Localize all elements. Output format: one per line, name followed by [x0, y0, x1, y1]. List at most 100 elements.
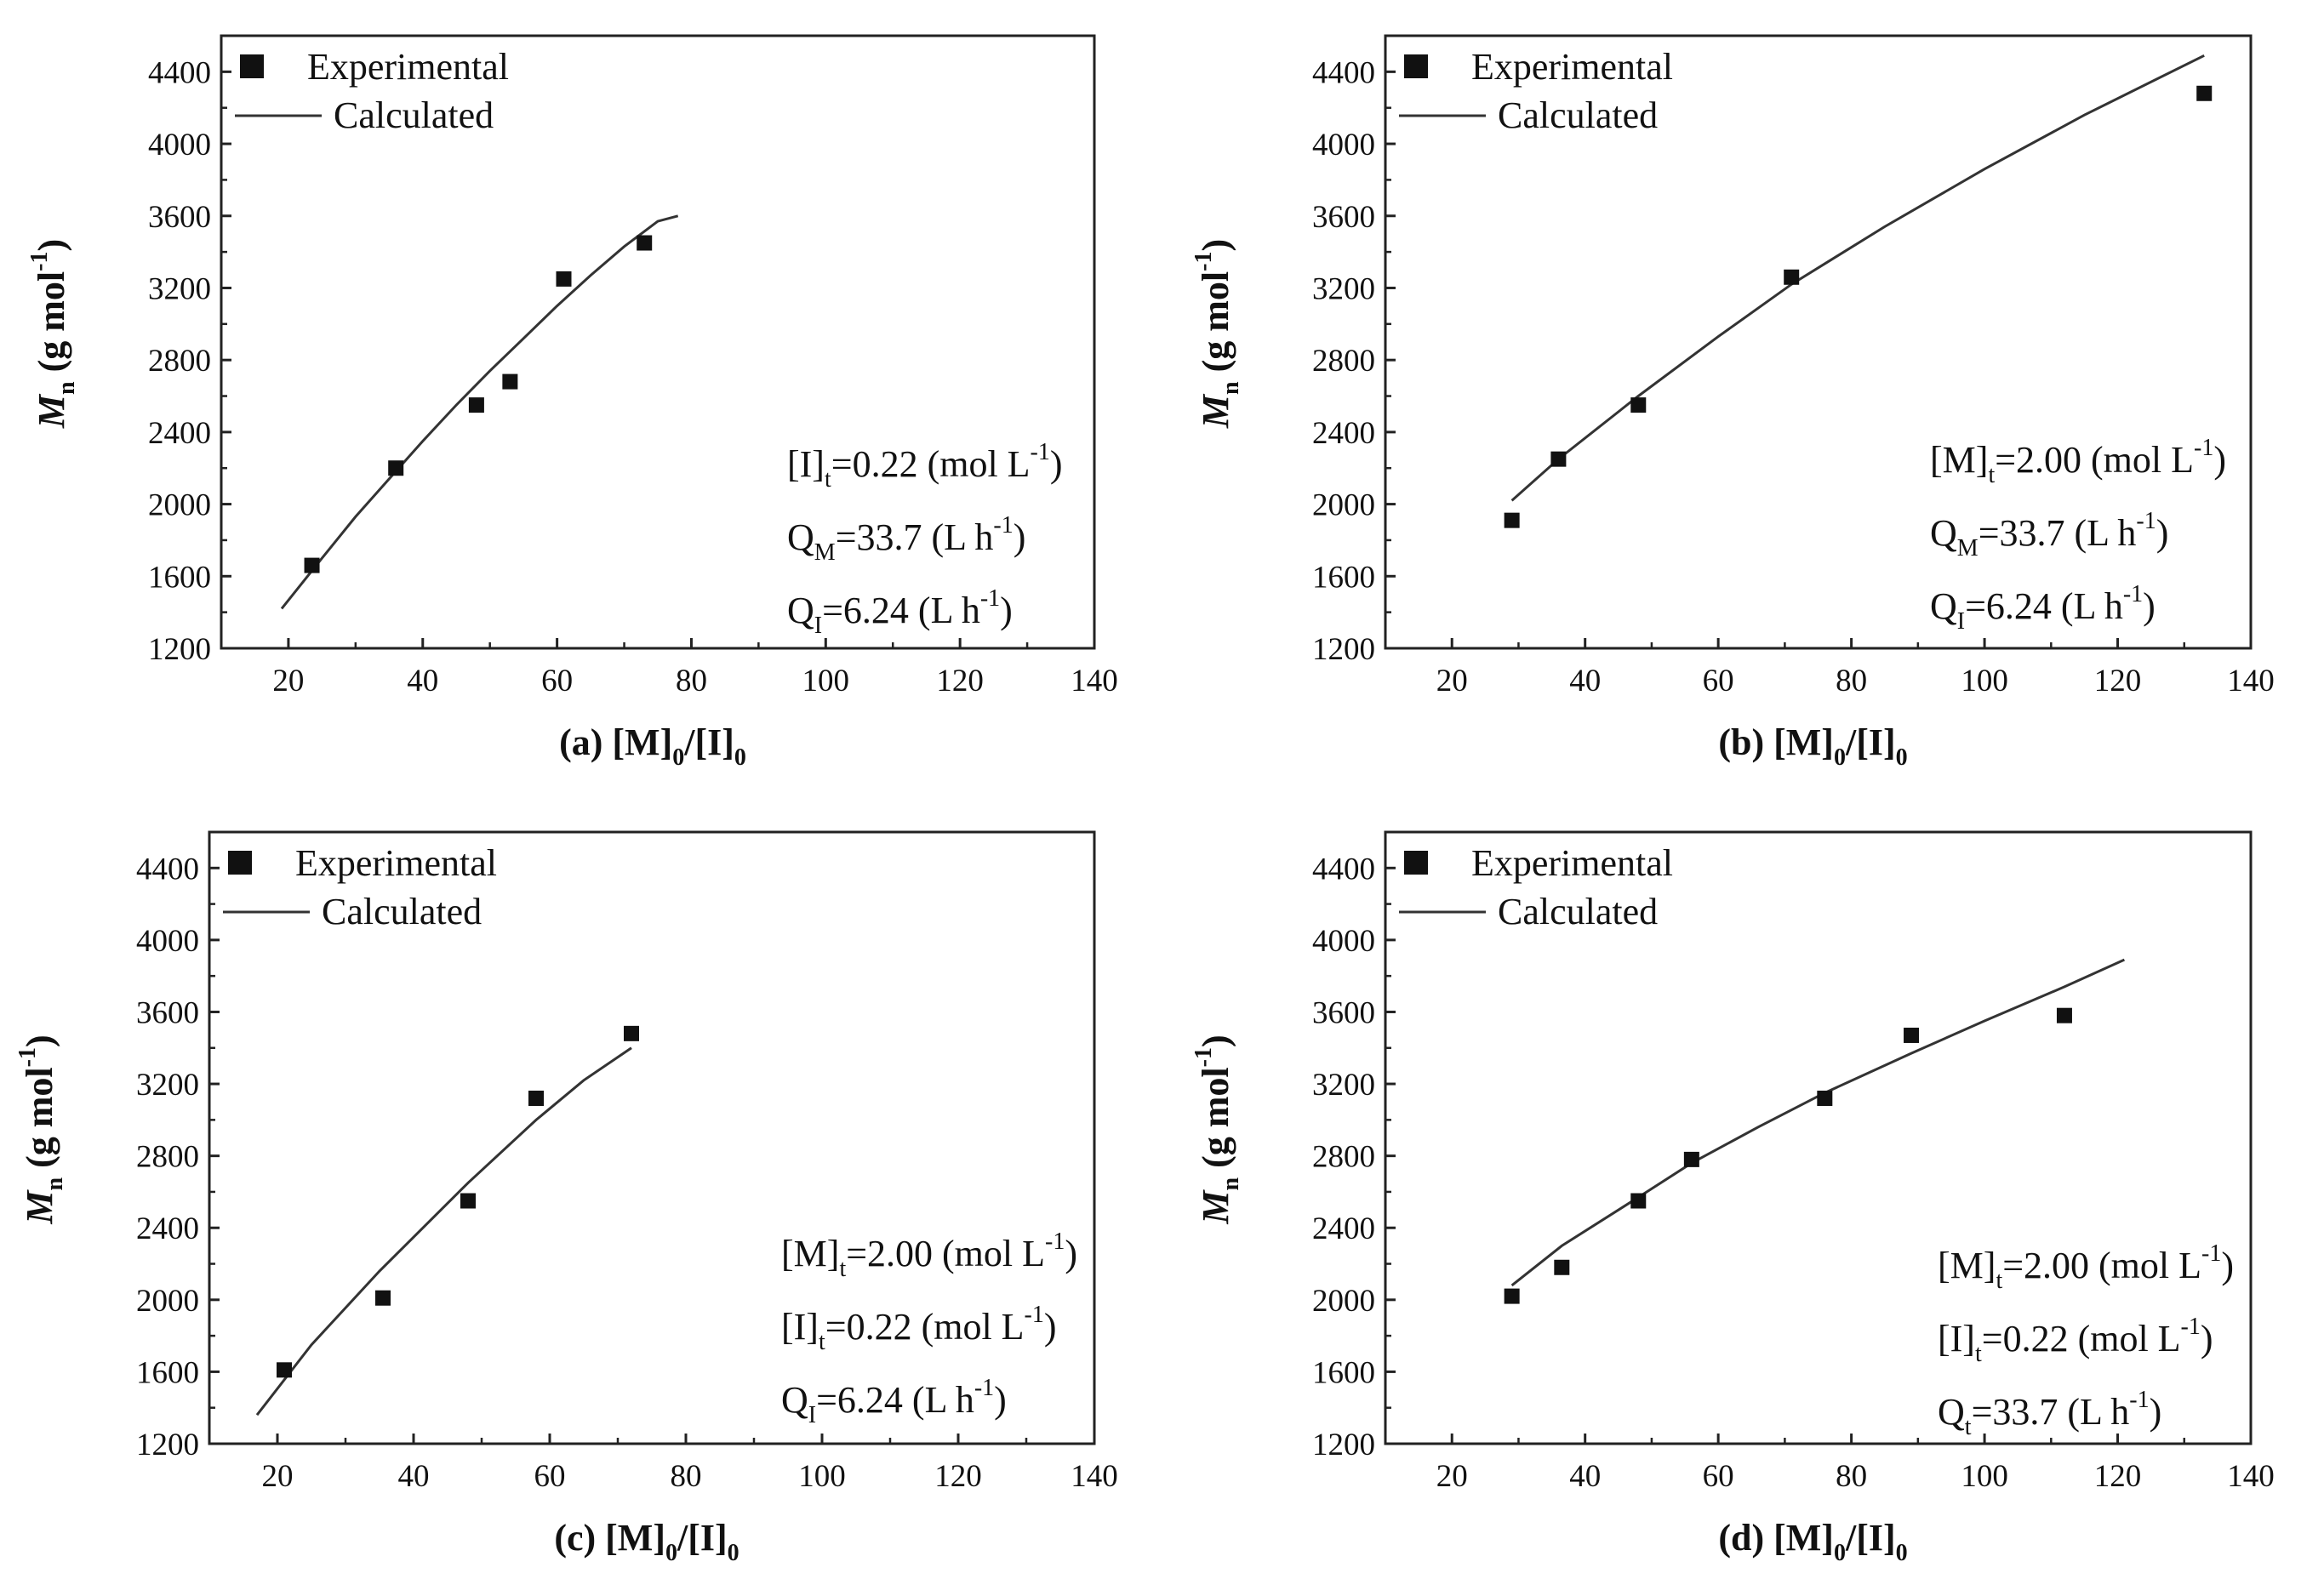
plot-frame — [1384, 830, 2253, 1445]
x-label-m: [M] — [1773, 1517, 1834, 1559]
experimental-point — [1550, 451, 1567, 467]
x-tick-label: 20 — [272, 664, 304, 698]
experimental-point — [304, 557, 320, 573]
condition-lhs: Q — [781, 1379, 808, 1421]
y-tick-label: 1200 — [136, 1428, 199, 1462]
y-tick-label: 3600 — [1312, 995, 1375, 1030]
condition-line: QI=6.24 (L h-1) — [781, 1375, 1007, 1428]
y-label-var: M — [1195, 1189, 1236, 1225]
x-tick-label: 100 — [1961, 1459, 2008, 1494]
x-tick-label: 40 — [407, 664, 438, 698]
condition-end: ) — [1044, 1306, 1057, 1348]
x-tick-label: 100 — [802, 664, 850, 698]
legend-label-experimental: Experimental — [295, 842, 497, 884]
y-tick-label: 3600 — [1312, 200, 1375, 235]
y-tick-label: 1200 — [1312, 1428, 1375, 1462]
condition-end: ) — [2150, 1391, 2162, 1433]
y-label-unit-sup: -1 — [26, 252, 53, 271]
condition-sup: -1 — [993, 512, 1013, 539]
y-tick-label: 2400 — [136, 1211, 199, 1246]
x-axis-label: (d) [M]0/[I]0 — [1718, 1517, 1907, 1566]
condition-sup: -1 — [980, 585, 1000, 612]
y-axis-label: Mn (g mol-1) — [1191, 239, 1244, 429]
condition-sup: -1 — [2123, 581, 2143, 607]
legend-marker-experimental — [1404, 851, 1428, 875]
condition-line: QM=33.7 (L h-1) — [787, 512, 1025, 566]
calculated-line-series-1 — [255, 1046, 632, 1416]
condition-sub: t — [839, 1256, 846, 1282]
y-label-var: M — [31, 393, 72, 429]
y-tick-label: 2000 — [136, 1284, 199, 1319]
experimental-point — [624, 1025, 639, 1041]
condition-sup: -1 — [2181, 1314, 2201, 1340]
condition-lhs: Q — [1930, 512, 1957, 554]
condition-sup: -1 — [1025, 1302, 1044, 1328]
x-label-m-sub: 0 — [665, 1540, 677, 1566]
condition-line: [I]t=0.22 (mol L-1) — [781, 1302, 1057, 1355]
condition-end: ) — [1000, 590, 1013, 631]
x-tick-label: 80 — [1836, 1459, 1867, 1494]
x-label-slash: / — [683, 721, 695, 763]
y-label-unit-sup: -1 — [1191, 1047, 1217, 1067]
condition-value: =6.24 (L h — [816, 1379, 974, 1421]
y-label-unit-sup: -1 — [1191, 252, 1217, 271]
panel-b: 20 40 60 80 100 120 140 1200 1600 2000 2400 2800 320… — [1191, 34, 2275, 771]
x-label-prefix: (a) — [559, 721, 612, 763]
condition-value: =2.00 (mol L — [1995, 439, 2194, 481]
condition-end: ) — [1014, 516, 1026, 558]
condition-sub: I — [808, 1402, 816, 1428]
condition-sub: M — [814, 539, 836, 566]
experimental-point — [460, 1193, 476, 1209]
x-tick-label: 60 — [1703, 1459, 1734, 1494]
x-label-m: [M] — [1773, 721, 1834, 763]
y-axis-label: Mn (g mol-1) — [14, 1035, 68, 1224]
experimental-point — [502, 373, 518, 390]
condition-value: =0.22 (mol L — [831, 443, 1031, 485]
x-tick-label: 140 — [1071, 1459, 1118, 1494]
condition-lhs: [I] — [1938, 1318, 1975, 1359]
condition-end: ) — [1065, 1233, 1077, 1274]
condition-sup: -1 — [2129, 1387, 2149, 1413]
calculated-line-series-1 — [280, 214, 679, 610]
condition-end: ) — [2221, 1245, 2234, 1286]
experimental-point — [1784, 269, 1800, 285]
y-label-unit-open: (g mol — [1195, 271, 1236, 382]
x-label-m-sub: 0 — [1834, 744, 1846, 771]
experimental-point — [1504, 512, 1520, 528]
y-tick-label: 1200 — [1312, 632, 1375, 667]
x-axis-label: (c) [M]0/[I]0 — [554, 1517, 739, 1566]
y-label-unit-sup: -1 — [14, 1047, 41, 1067]
condition-lhs: Q — [1938, 1391, 1965, 1433]
x-tick-label: 40 — [1569, 1459, 1601, 1494]
condition-line: [I]t=0.22 (mol L-1) — [787, 439, 1063, 493]
experimental-point — [1817, 1090, 1833, 1106]
x-label-m: [M] — [612, 721, 672, 763]
x-label-m: [M] — [605, 1517, 665, 1559]
y-tick-label: 4400 — [1312, 55, 1375, 90]
condition-sup: -1 — [1045, 1228, 1065, 1255]
condition-sup: -1 — [974, 1375, 994, 1401]
condition-sup: -1 — [1031, 439, 1050, 465]
y-tick-label: 3200 — [1312, 271, 1375, 306]
y-tick-label: 2400 — [1312, 416, 1375, 451]
y-tick-label: 2400 — [1312, 1211, 1375, 1246]
y-tick-label: 4400 — [1312, 852, 1375, 886]
condition-lhs: [I] — [787, 443, 825, 485]
y-label-var: M — [19, 1189, 60, 1225]
condition-value: =33.7 (L h — [1979, 512, 2137, 554]
x-tick-label: 100 — [1961, 664, 2008, 698]
y-label-unit-close: ) — [31, 239, 72, 252]
condition-lhs: [M] — [1930, 439, 1988, 481]
x-label-prefix: (b) — [1718, 721, 1773, 763]
condition-end: ) — [2213, 439, 2226, 481]
x-label-i: [I] — [1856, 1517, 1895, 1559]
x-tick-label: 140 — [1071, 664, 1118, 698]
legend-label-calculated: Calculated — [1498, 891, 1658, 932]
y-tick-label: 1600 — [1312, 560, 1375, 595]
x-tick-label: 40 — [1569, 664, 1601, 698]
y-tick-label: 4000 — [136, 924, 199, 959]
experimental-point — [2196, 85, 2213, 101]
y-tick-label: 3200 — [136, 1068, 199, 1103]
experimental-point — [1683, 1151, 1699, 1167]
y-tick-label: 4400 — [136, 852, 199, 886]
